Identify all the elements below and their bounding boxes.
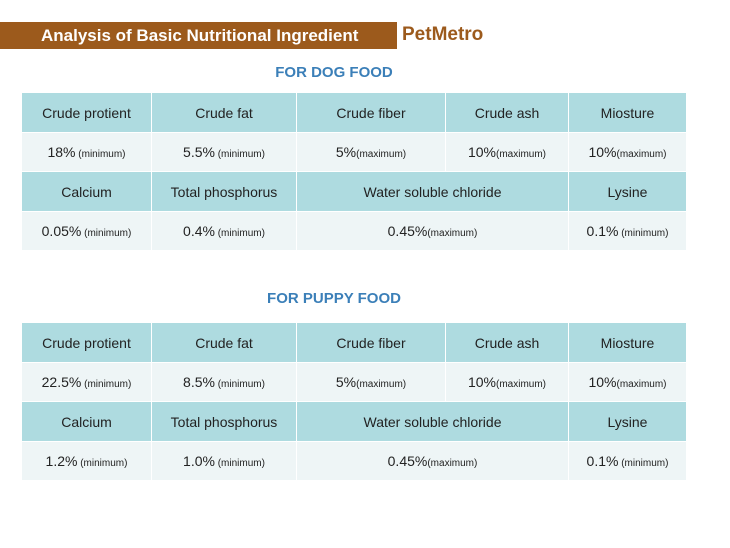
value-qualifier: (minimum) bbox=[214, 458, 265, 469]
table-header-cell: Water soluble chloride bbox=[297, 172, 569, 212]
table-header-cell: Lysine bbox=[569, 402, 686, 442]
brand-name: PetMetro bbox=[402, 24, 484, 45]
table-header-cell: Crude ash bbox=[446, 323, 569, 363]
value-text: 10% bbox=[467, 144, 497, 160]
value-text: 1.2% bbox=[45, 453, 78, 469]
value-qualifier: (maximum) bbox=[616, 149, 667, 160]
table-header-cell: Crude ash bbox=[446, 93, 569, 133]
value-qualifier: (maximum) bbox=[427, 458, 478, 469]
table-cell: 0.1% (minimum) bbox=[569, 212, 686, 251]
table-cell: 0.45%(maximum) bbox=[297, 212, 569, 251]
table-header-row: Calcium Total phosphorus Water soluble c… bbox=[22, 172, 686, 212]
dog-section-title: FOR DOG FOOD bbox=[275, 64, 393, 81]
table-row: 18% (minimum) 5.5% (minimum) 5%(maximum)… bbox=[22, 133, 686, 172]
value-qualifier: (minimum) bbox=[214, 149, 265, 160]
value-text: 10% bbox=[588, 144, 617, 160]
puppy-section-title: FOR PUPPY FOOD bbox=[267, 290, 401, 307]
value-text: 0.45% bbox=[387, 453, 428, 469]
value-text: 10% bbox=[588, 374, 617, 390]
value-qualifier: (minimum) bbox=[81, 379, 132, 390]
value-text: 5% bbox=[335, 144, 357, 160]
value-text: 0.4% bbox=[183, 223, 215, 239]
table-cell: 18% (minimum) bbox=[22, 133, 152, 172]
table-cell: 22.5% (minimum) bbox=[22, 363, 152, 402]
table-cell: 10%(maximum) bbox=[569, 133, 686, 172]
table-header-cell: Calcium bbox=[22, 402, 152, 442]
value-text: 18% bbox=[47, 144, 76, 160]
value-text: 5% bbox=[335, 374, 357, 390]
value-qualifier: (maximum) bbox=[616, 379, 667, 390]
value-text: 8.5% bbox=[183, 374, 215, 390]
table-cell: 1.0% (minimum) bbox=[152, 442, 297, 481]
table-row: 22.5% (minimum) 8.5% (minimum) 5%(maximu… bbox=[22, 363, 686, 402]
table-header-cell: Total phosphorus bbox=[152, 402, 297, 442]
value-qualifier: (minimum) bbox=[77, 458, 128, 469]
value-text: 22.5% bbox=[41, 374, 82, 390]
table-cell: 0.45%(maximum) bbox=[297, 442, 569, 481]
value-text: 0.1% bbox=[586, 223, 619, 239]
table-header-cell: Crude protient bbox=[22, 93, 152, 133]
table-cell: 8.5% (minimum) bbox=[152, 363, 297, 402]
table-header-row: Crude protient Crude fat Crude fiber Cru… bbox=[22, 93, 686, 133]
table-cell: 5.5% (minimum) bbox=[152, 133, 297, 172]
value-qualifier: (minimum) bbox=[214, 228, 265, 239]
value-text: 10% bbox=[467, 374, 497, 390]
value-qualifier: (minimum) bbox=[214, 379, 265, 390]
table-header-cell: Water soluble chloride bbox=[297, 402, 569, 442]
value-text: 1.0% bbox=[183, 453, 215, 469]
table-header-cell: Crude fat bbox=[152, 93, 297, 133]
table-header-row: Crude protient Crude fat Crude fiber Cru… bbox=[22, 323, 686, 363]
value-text: 0.1% bbox=[586, 453, 619, 469]
table-row: 0.05% (minimum) 0.4% (minimum) 0.45%(max… bbox=[22, 212, 686, 251]
value-qualifier: (minimum) bbox=[618, 228, 669, 239]
value-text: 0.05% bbox=[41, 223, 82, 239]
table-cell: 1.2% (minimum) bbox=[22, 442, 152, 481]
table-header-cell: Crude fiber bbox=[297, 323, 446, 363]
table-cell: 0.05% (minimum) bbox=[22, 212, 152, 251]
puppy-nutrition-table: Crude protient Crude fat Crude fiber Cru… bbox=[22, 323, 686, 481]
table-cell: 0.1% (minimum) bbox=[569, 442, 686, 481]
table-row: 1.2% (minimum) 1.0% (minimum) 0.45%(maxi… bbox=[22, 442, 686, 481]
dog-nutrition-table: Crude protient Crude fat Crude fiber Cru… bbox=[22, 93, 686, 251]
table-header-cell: Lysine bbox=[569, 172, 686, 212]
value-qualifier: (minimum) bbox=[81, 228, 132, 239]
table-cell: 10%(maximum) bbox=[446, 133, 569, 172]
table-cell: 10%(maximum) bbox=[569, 363, 686, 402]
table-header-cell: Miosture bbox=[569, 93, 686, 133]
value-text: 0.45% bbox=[387, 223, 428, 239]
table-cell: 5%(maximum) bbox=[297, 363, 446, 402]
value-qualifier: (maximum) bbox=[496, 149, 547, 160]
table-header-cell: Crude protient bbox=[22, 323, 152, 363]
table-header-cell: Calcium bbox=[22, 172, 152, 212]
value-text: 5.5% bbox=[183, 144, 215, 160]
page-title: Analysis of Basic Nutritional Ingredient bbox=[41, 25, 359, 45]
table-header-cell: Miosture bbox=[569, 323, 686, 363]
value-qualifier: (maximum) bbox=[427, 228, 478, 239]
table-header-row: Calcium Total phosphorus Water soluble c… bbox=[22, 402, 686, 442]
table-header-cell: Total phosphorus bbox=[152, 172, 297, 212]
value-qualifier: (maximum) bbox=[356, 379, 407, 390]
value-qualifier: (maximum) bbox=[356, 149, 407, 160]
table-cell: 5%(maximum) bbox=[297, 133, 446, 172]
value-qualifier: (minimum) bbox=[618, 458, 669, 469]
table-cell: 10%(maximum) bbox=[446, 363, 569, 402]
value-qualifier: (minimum) bbox=[75, 149, 126, 160]
table-header-cell: Crude fat bbox=[152, 323, 297, 363]
table-cell: 0.4% (minimum) bbox=[152, 212, 297, 251]
header-bar: Analysis of Basic Nutritional Ingredient bbox=[0, 22, 397, 49]
table-header-cell: Crude fiber bbox=[297, 93, 446, 133]
value-qualifier: (maximum) bbox=[496, 379, 547, 390]
